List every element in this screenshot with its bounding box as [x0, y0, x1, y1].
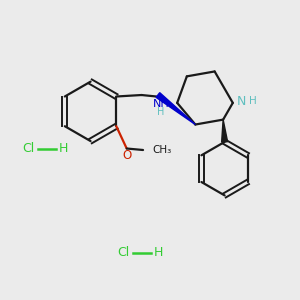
Text: H: H	[249, 96, 257, 106]
Text: O: O	[123, 148, 132, 162]
Text: Cl: Cl	[22, 142, 34, 155]
Text: H: H	[157, 107, 165, 117]
Polygon shape	[222, 120, 228, 142]
Text: N: N	[236, 95, 246, 108]
Text: Cl: Cl	[117, 246, 129, 259]
Polygon shape	[156, 93, 195, 124]
Text: H: H	[154, 246, 163, 259]
Text: NH: NH	[152, 99, 169, 109]
Text: H: H	[58, 142, 68, 155]
Text: CH₃: CH₃	[153, 145, 172, 155]
